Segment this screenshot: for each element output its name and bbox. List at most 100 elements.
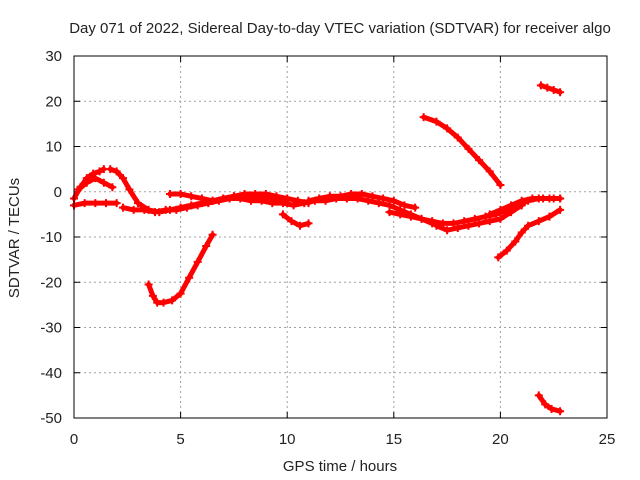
- data-point: [148, 291, 157, 300]
- data-point: [481, 212, 490, 221]
- data-point: [539, 194, 548, 203]
- data-point: [261, 190, 270, 199]
- data-point: [219, 194, 228, 203]
- x-tick-label: 25: [599, 431, 616, 448]
- data-point: [246, 196, 255, 205]
- data-point: [268, 199, 277, 208]
- data-point: [524, 221, 533, 230]
- x-axis-label: GPS time / hours: [283, 458, 397, 475]
- data-point: [494, 253, 503, 262]
- data-point: [229, 192, 238, 201]
- y-axis-label: SDTVAR / TECUs: [6, 178, 23, 298]
- series-track-l: [485, 194, 565, 219]
- data-point: [443, 124, 452, 133]
- data-point: [91, 174, 100, 183]
- data-point: [419, 113, 428, 122]
- data-point: [357, 190, 366, 199]
- data-point: [133, 199, 142, 208]
- series-track-m: [419, 113, 505, 189]
- data-point: [82, 178, 91, 187]
- data-point: [140, 205, 149, 214]
- series-line: [538, 82, 563, 95]
- data-point: [517, 228, 526, 237]
- data-point: [507, 201, 516, 210]
- data-point: [374, 199, 383, 208]
- data-point: [119, 203, 128, 212]
- data-point: [287, 217, 296, 226]
- data-point: [556, 407, 565, 416]
- series-line: [536, 392, 563, 414]
- data-point: [400, 201, 409, 210]
- data-point: [543, 83, 552, 92]
- data-point: [545, 212, 554, 221]
- data-point: [304, 196, 313, 205]
- y-tick-labels: 30 20 10 0 -10 -20 -30 -40 -50: [40, 48, 62, 427]
- data-point: [125, 185, 134, 194]
- data-point: [95, 167, 104, 176]
- data-point: [496, 205, 505, 214]
- data-point: [193, 201, 202, 210]
- data-point: [315, 194, 324, 203]
- x-tick-label: 15: [385, 431, 402, 448]
- data-point: [168, 296, 177, 305]
- data-point: [432, 117, 441, 126]
- data-point: [74, 185, 83, 194]
- data-point: [336, 192, 345, 201]
- y-tick-label: 30: [45, 48, 62, 65]
- data-point: [449, 219, 458, 228]
- data-point: [159, 298, 168, 307]
- data-point: [511, 237, 520, 246]
- data-point: [182, 203, 191, 212]
- data-point: [99, 178, 108, 187]
- series-line: [146, 232, 216, 306]
- plot-frame: [73, 55, 608, 419]
- data-point: [325, 192, 334, 201]
- data-point: [432, 221, 441, 230]
- y-tick-label: 20: [45, 93, 62, 110]
- y-tick-label: -40: [40, 365, 62, 382]
- data-point: [464, 221, 473, 230]
- data-point: [193, 257, 202, 266]
- data-point: [197, 194, 206, 203]
- data-point: [165, 190, 174, 199]
- x-tick-labels: 0 5 10 15 20 25: [70, 431, 616, 448]
- data-point: [144, 280, 153, 289]
- data-point: [185, 273, 194, 282]
- data-point: [549, 85, 558, 94]
- x-tick-label: 5: [176, 431, 184, 448]
- chart-title: Day 071 of 2022, Sidereal Day-to-day VTE…: [69, 20, 611, 37]
- data-point: [283, 194, 292, 203]
- data-point: [496, 214, 505, 223]
- data-point: [89, 169, 98, 178]
- data-point: [475, 219, 484, 228]
- data-point: [368, 192, 377, 201]
- data-point: [101, 199, 110, 208]
- series-line: [120, 196, 435, 226]
- data-point: [406, 212, 415, 221]
- data-point: [541, 400, 550, 409]
- data-point: [460, 217, 469, 226]
- data-point: [364, 196, 373, 205]
- data-point: [496, 180, 505, 189]
- y-tick-label: 10: [45, 139, 62, 156]
- data-point: [485, 167, 494, 176]
- data-point: [379, 194, 388, 203]
- y-tick-label: -20: [40, 274, 62, 291]
- data-point: [556, 88, 565, 97]
- data-point: [464, 144, 473, 153]
- data-point: [106, 165, 115, 174]
- data-point: [304, 219, 313, 228]
- data-point: [411, 203, 420, 212]
- data-point: [556, 205, 565, 214]
- data-point: [112, 199, 121, 208]
- data-point: [289, 201, 298, 210]
- data-point: [176, 289, 185, 298]
- data-point: [278, 210, 287, 219]
- series-track-o: [494, 205, 565, 262]
- data-point: [485, 217, 494, 226]
- data-point: [129, 205, 138, 214]
- data-point: [547, 404, 556, 413]
- gridlines: [74, 56, 607, 418]
- data-point: [208, 230, 217, 239]
- y-tick-label: -30: [40, 320, 62, 337]
